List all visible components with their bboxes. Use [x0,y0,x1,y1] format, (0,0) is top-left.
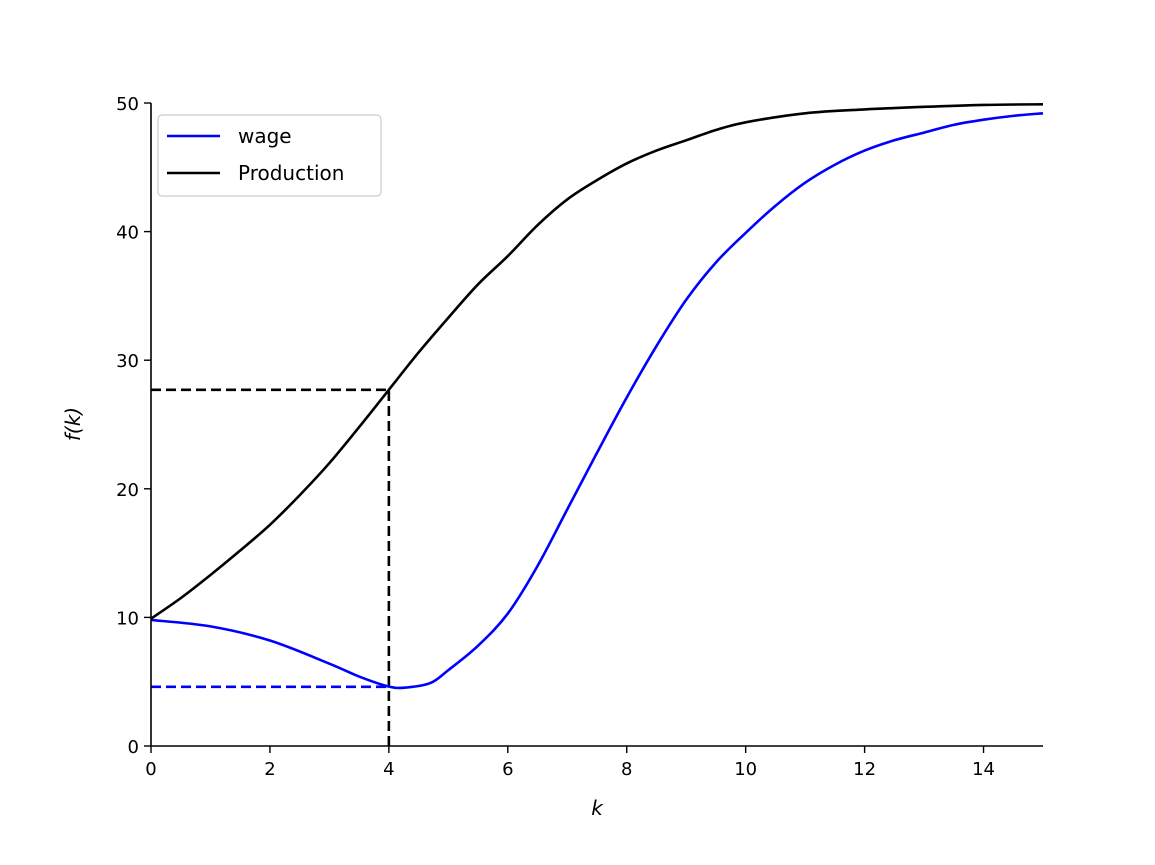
legend: wage Production [157,114,382,197]
series-lines [150,102,1044,690]
y-tick-label: 30 [116,351,139,372]
y-tick-label: 50 [116,94,139,115]
production-line [150,102,1044,620]
x-tick-label: 2 [264,759,275,780]
y-axis-label: f(k) [61,407,85,441]
x-tick-label: 10 [734,759,757,780]
legend-label-wage: wage [238,124,292,148]
x-tick-label: 8 [621,759,632,780]
annotations [151,388,391,746]
y-tick-label: 20 [116,480,139,501]
x-tick-label: 4 [383,759,394,780]
y-tick-label: 0 [128,737,139,758]
x-tick-label: 14 [972,759,995,780]
y-tick-label: 40 [116,223,139,244]
x-tick-label: 0 [145,759,156,780]
legend-label-production: Production [238,161,344,185]
x-ticks: 0 2 4 6 8 10 12 14 [145,746,995,780]
y-ticks: 0 10 20 30 40 50 [116,94,151,758]
x-tick-label: 12 [853,759,876,780]
x-tick-label: 6 [502,759,513,780]
y-tick-label: 10 [116,608,139,629]
x-axis-label: k [591,796,604,820]
wage-line [150,111,1044,690]
axes: 0 2 4 6 8 10 12 14 0 10 20 30 40 50 k f(k) [61,94,1043,820]
